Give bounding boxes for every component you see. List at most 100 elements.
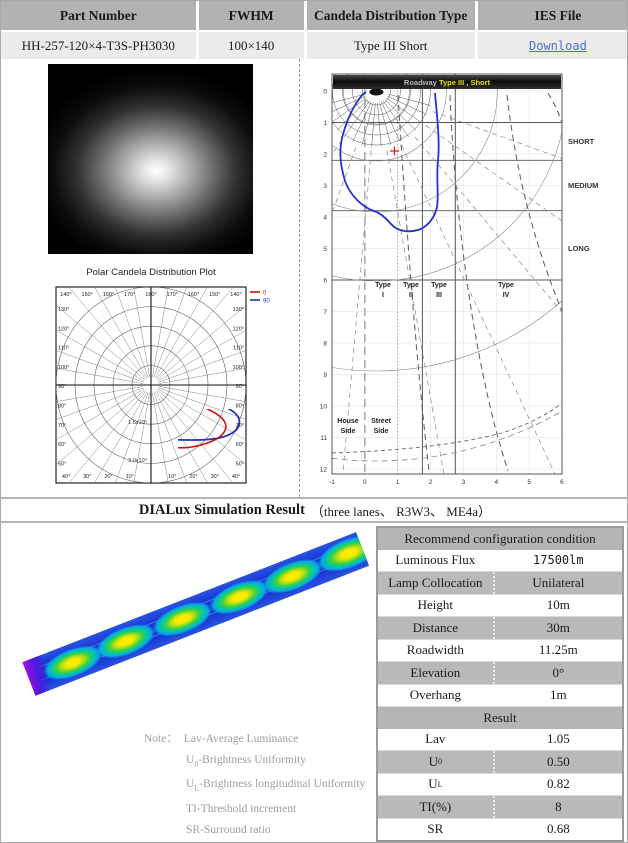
config-row: Distance 30m	[378, 616, 622, 639]
config-label: Luminous Flux	[378, 549, 493, 571]
polar-angle-label: 180°	[145, 292, 156, 298]
distribution-type-value: Type III Short	[306, 32, 475, 59]
header-fwhm: FWHM	[198, 1, 304, 30]
dialux-subtitle: （three lanes、 R3W3、 ME4a）	[310, 503, 492, 519]
type4-label: Type	[498, 282, 514, 289]
y-axis-tick-label: 4	[323, 214, 327, 221]
polar-angle-label: 170°	[124, 292, 135, 298]
type3-label2: III	[436, 292, 442, 299]
polar-angle-label: 100°	[58, 365, 69, 371]
header-distribution-type: Candela Distribution Type	[306, 1, 475, 30]
y-axis-tick-label: 0	[323, 88, 327, 95]
result-header: Result	[378, 706, 622, 729]
range-label-long: LONG	[568, 244, 590, 253]
house-side-label2: Side	[341, 428, 356, 435]
max-candela-marker	[390, 146, 399, 156]
notes-block: Note： Lav-Average Luminance U0-Brightness …	[144, 729, 384, 841]
polar-angle-label: 10°	[168, 474, 176, 480]
y-axis-tick-label: 9	[323, 372, 327, 379]
polar-curves	[178, 409, 241, 449]
config-value: Unilateral	[492, 572, 622, 594]
polar-angle-label: 140°	[230, 292, 241, 298]
config-row: Elevation 0°	[378, 661, 622, 684]
roadway-chart: Roadway Type III , Short 012345678910111…	[320, 73, 598, 486]
roadway-photometric-fan	[332, 74, 562, 474]
config-label: Lamp Collocation	[378, 572, 493, 594]
roadway-title-bar	[333, 75, 561, 89]
c0-curve	[178, 409, 227, 449]
x-axis-tick-label: 0	[363, 479, 367, 486]
luminaire-origin-spot	[369, 88, 384, 96]
note-prefix: Note：	[144, 733, 178, 745]
polar-angle-label: 10°	[126, 474, 134, 480]
config-value: 0°	[492, 662, 622, 684]
y-axis-tick-label: 2	[323, 151, 327, 158]
y-axis-tick-label: 10	[320, 403, 328, 410]
note-line: SR-Surround ratio	[186, 823, 271, 836]
dialux-falsecolor-road	[22, 532, 370, 696]
y-axis-tick-label: 5	[323, 246, 327, 253]
roadway-title: Roadway Type III , Short	[404, 78, 491, 87]
result-value: 0.82	[492, 773, 622, 795]
dialux-title: DIALux Simulation Result	[138, 501, 305, 518]
config-row: Lamp Collocation Unilateral	[378, 571, 622, 594]
result-row: TI(%) 8	[378, 795, 622, 818]
result-value: 0.50	[492, 751, 622, 773]
polar-angle-label: 80°	[58, 404, 66, 410]
result-value: 0.68	[492, 818, 622, 840]
y-axis-tick-label: 12	[320, 466, 328, 473]
polar-angle-label: 160°	[103, 292, 114, 298]
config-label: Height	[378, 594, 493, 616]
result-row: U 0 0.50	[378, 750, 622, 773]
header-ies-file: IES File	[477, 1, 627, 30]
left-pane: Polar Candela Distribution Plot 140° 150°…	[1, 59, 298, 497]
x-axis-tick-label: 1	[396, 479, 400, 486]
polar-angle-label: 160°	[188, 292, 199, 298]
config-row: Overhang 1m	[378, 683, 622, 706]
result-row: Lav 1.05	[378, 728, 622, 750]
polar-angle-label: 110°	[233, 346, 244, 352]
y-axis-tick-label: 1	[323, 120, 327, 127]
result-label: SR	[378, 818, 493, 840]
result-label: Lav	[378, 728, 493, 750]
polar-angle-label: 30°	[211, 474, 219, 480]
config-value: 10m	[492, 594, 622, 616]
config-value: 1m	[492, 684, 622, 706]
polar-angle-label: 120°	[233, 326, 244, 332]
range-labels: SHORT MEDIUM LONG	[568, 137, 598, 253]
polar-angle-label: 130°	[233, 307, 244, 313]
street-side-label2: Side	[374, 428, 389, 435]
config-table: Recommend configuration condition Lumino…	[376, 526, 624, 842]
polar-angle-label: 90°	[58, 384, 66, 390]
config-value: 11.25m	[492, 639, 622, 661]
legend-label-c90: 90	[263, 299, 270, 305]
x-axis-tick-label: 2	[429, 479, 433, 486]
polar-plot-title: Polar Candela Distribution Plot	[86, 267, 216, 278]
polar-angle-label: 20°	[104, 474, 112, 480]
polar-angle-label: 120°	[58, 326, 69, 332]
polar-angle-label: 140°	[60, 292, 71, 298]
x-axis-tick-label: 4	[494, 479, 498, 486]
type1-label2: I	[382, 292, 384, 299]
note-line: TI-Threshold increment	[186, 802, 297, 815]
type-labels: Type I Type II Type III Type IV	[375, 282, 514, 299]
note-line: U0-Brightness Uniformity	[186, 754, 306, 769]
result-value: 8	[492, 796, 622, 818]
polar-angle-label: 30°	[83, 474, 91, 480]
x-axis-tick-label: 5	[527, 479, 531, 486]
polar-radial-label-1: 1.5x10⁴	[128, 419, 148, 426]
ies-download-link[interactable]: Download	[529, 38, 587, 53]
x-axis-tick-label: -1	[329, 479, 335, 486]
range-label-short: SHORT	[568, 137, 595, 146]
polar-candela-plot: Polar Candela Distribution Plot 140° 150°…	[55, 267, 270, 484]
polar-angle-label: 100°	[233, 365, 244, 371]
polar-angle-label: 110°	[58, 346, 69, 352]
part-number-value: HH-257-120×4-T3S-PH3030	[1, 32, 196, 59]
polar-angle-labels: 140° 150° 160° 170° 180° 170° 160° 150° 140° 40° 3…	[58, 292, 244, 480]
simulation-image-wrap	[1, 523, 376, 723]
config-label: Distance	[378, 617, 493, 639]
bottom-section: Note： Lav-Average Luminance U0-Brightness …	[1, 523, 627, 842]
